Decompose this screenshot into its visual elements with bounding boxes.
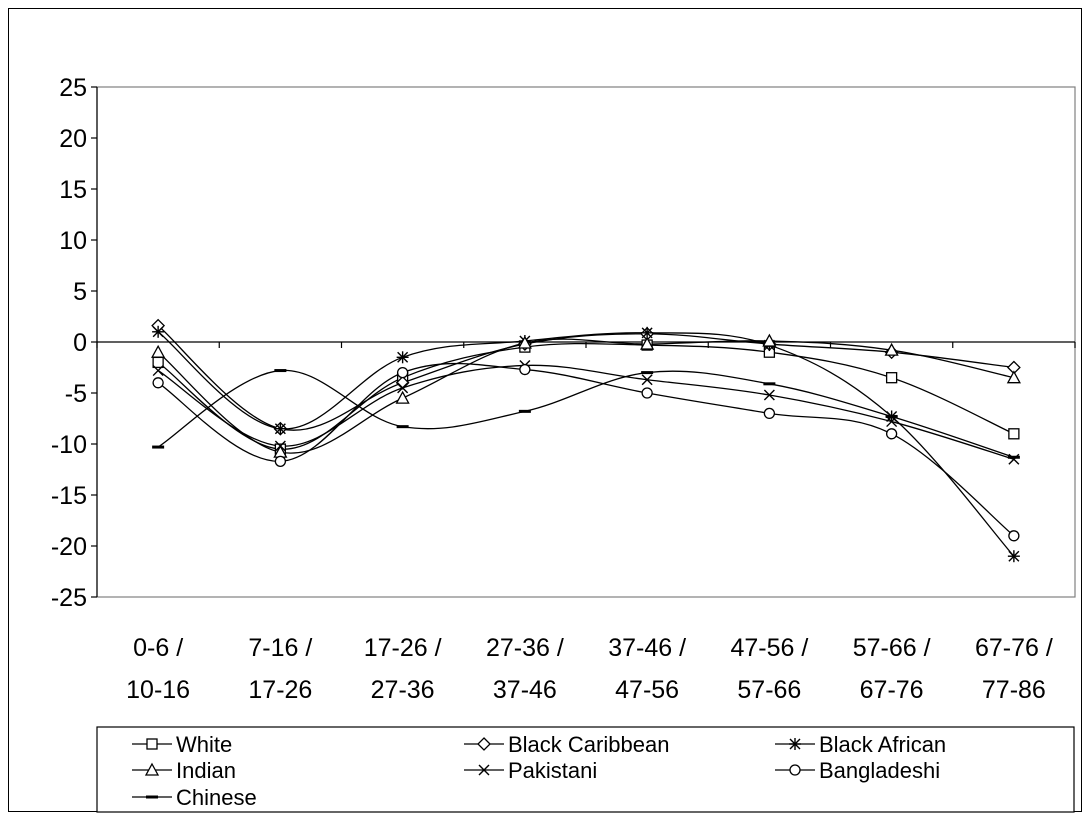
- y-tick-label: -15: [51, 482, 87, 510]
- legend-marker-black-african: [789, 738, 801, 750]
- data-point-bangladeshi: [1008, 530, 1020, 542]
- legend-marker-pakistani: [478, 764, 490, 776]
- data-point-white: [885, 372, 898, 384]
- data-point-chinese: [1007, 455, 1020, 459]
- legend-label-chinese: Chinese: [176, 785, 257, 810]
- x-tick-label: 37-46 /: [608, 634, 686, 662]
- data-point-indian: [395, 390, 410, 404]
- legend-label-pakistani: Pakistani: [508, 758, 597, 783]
- data-point-pakistani: [641, 374, 653, 386]
- x-tick-label: 77-86: [982, 676, 1046, 704]
- data-point-chinese: [274, 369, 287, 373]
- series-line-black-caribbean: [157, 325, 1014, 431]
- data-point-black-african: [274, 422, 287, 435]
- data-point-bangladeshi: [152, 377, 164, 389]
- series-line-pakistani: [157, 364, 1015, 460]
- series-line-chinese: [157, 369, 1015, 458]
- data-point-white: [152, 356, 164, 369]
- y-tick-label: 20: [59, 125, 87, 153]
- legend-marker-bangladeshi: [789, 764, 801, 776]
- legend: White Black Caribbean Black African Indian P…: [96, 726, 1075, 813]
- data-point-bangladeshi: [885, 428, 898, 440]
- data-point-indian: [762, 333, 777, 347]
- y-tick-label: -20: [51, 533, 87, 561]
- data-point-bangladeshi: [641, 387, 653, 399]
- series-line-bangladeshi: [157, 362, 1015, 537]
- series-line-indian: [157, 338, 1015, 454]
- y-tick-label: -5: [65, 380, 87, 408]
- x-tick-label: 47-56: [615, 676, 679, 704]
- axes: 25 20 15 10 5 0 -5 -10 -15 -20 -25 0-6 / 10-16 7-16 /…: [51, 74, 1076, 704]
- series-markers: [151, 318, 1021, 563]
- x-tick-label: 67-76: [860, 676, 924, 704]
- data-point-black-african: [152, 325, 165, 338]
- x-tick-label: 27-36: [371, 676, 435, 704]
- x-tick-label: 10-16: [126, 676, 190, 704]
- x-tick-label: 27-36 /: [486, 634, 564, 662]
- x-tick-label: 7-16 /: [248, 634, 312, 662]
- legend-marker-black-caribbean: [477, 737, 491, 751]
- data-point-chinese: [518, 409, 531, 413]
- y-tick-label: -25: [51, 584, 87, 612]
- data-point-bangladeshi: [519, 363, 531, 376]
- legend-marker-chinese: [146, 795, 158, 799]
- data-point-bangladeshi: [396, 366, 409, 379]
- data-point-pakistani: [763, 389, 775, 401]
- x-tick-label: 17-26 /: [364, 634, 442, 662]
- legend-label-black-african: Black African: [819, 732, 946, 757]
- data-point-black-african: [1007, 550, 1020, 563]
- x-tick-label: 57-66 /: [853, 634, 931, 662]
- data-point-bangladeshi: [274, 455, 287, 467]
- legend-marker-indian: [144, 762, 160, 776]
- data-point-chinese: [763, 382, 776, 386]
- legend-label-bangladeshi: Bangladeshi: [819, 758, 940, 783]
- data-point-chinese: [152, 445, 165, 449]
- legend-marker-white: [146, 738, 158, 750]
- legend-label-black-caribbean: Black Caribbean: [508, 732, 669, 757]
- x-tick-label: 0-6 /: [133, 634, 183, 662]
- y-tick-label: 25: [59, 74, 87, 102]
- x-tick-label: 47-56 /: [730, 634, 808, 662]
- x-tick-label: 57-66: [737, 676, 801, 704]
- series-lines: [157, 325, 1015, 557]
- data-point-indian: [1006, 370, 1021, 384]
- series-line-black-african: [157, 331, 1015, 557]
- series-line-white: [157, 342, 1015, 450]
- y-tick-label: 0: [73, 329, 87, 357]
- chart-frame: [8, 8, 1082, 812]
- data-point-indian: [151, 344, 166, 358]
- legend-label-white: White: [176, 732, 232, 757]
- data-point-indian: [640, 336, 655, 350]
- data-point-indian: [884, 342, 899, 356]
- data-point-black-african: [396, 351, 409, 364]
- legend-label-indian: Indian: [176, 758, 236, 783]
- data-point-white: [1008, 428, 1020, 440]
- data-point-pakistani: [397, 382, 409, 394]
- data-point-bangladeshi: [763, 407, 776, 420]
- data-point-pakistani: [274, 440, 286, 452]
- y-tick-label: 15: [59, 176, 87, 204]
- data-point-pakistani: [886, 416, 898, 428]
- y-tick-label: 10: [59, 227, 87, 255]
- data-point-pakistani: [152, 365, 164, 377]
- data-point-chinese: [885, 414, 898, 418]
- data-point-chinese: [641, 371, 654, 375]
- x-tick-label: 37-46: [493, 676, 557, 704]
- legend-box: [96, 726, 1075, 813]
- x-tick-label: 17-26: [248, 676, 312, 704]
- y-tick-label: 5: [73, 278, 87, 306]
- y-tick-label: -10: [51, 431, 87, 459]
- data-point-indian: [517, 335, 532, 349]
- x-tick-label: 67-76 /: [975, 634, 1053, 662]
- data-point-chinese: [396, 425, 409, 429]
